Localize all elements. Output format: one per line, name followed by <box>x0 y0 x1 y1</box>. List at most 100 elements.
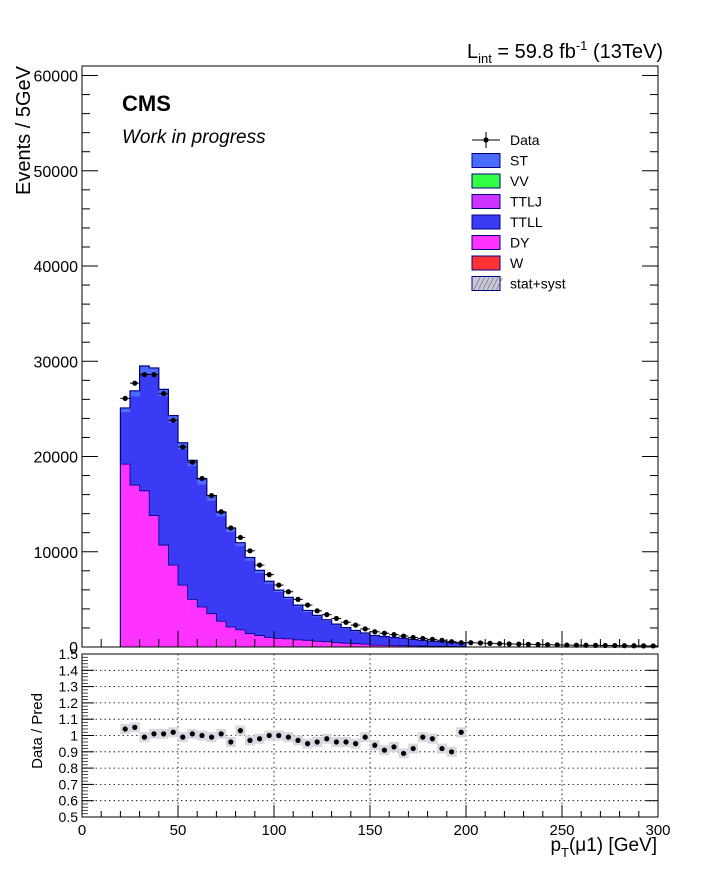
bar-dy <box>245 633 256 647</box>
data-point <box>209 492 215 499</box>
bar-ttll <box>379 636 390 646</box>
ratio-point <box>285 734 291 740</box>
legend-entry-ttlj: TTLJ <box>471 194 542 210</box>
data-point <box>122 395 128 402</box>
data-point <box>180 444 186 450</box>
bar-dy <box>130 485 140 647</box>
data-point <box>410 634 416 641</box>
ratio-point <box>141 734 147 740</box>
bar-ttll <box>187 466 198 600</box>
ratio-point <box>429 736 435 742</box>
bar-ttll <box>197 484 208 607</box>
data-point <box>631 643 637 649</box>
x-tick-label: 200 <box>453 822 478 839</box>
bar-st <box>264 581 275 584</box>
ratio-point <box>189 731 195 737</box>
bar-ttll <box>408 639 419 646</box>
legend-swatch <box>471 153 501 168</box>
bar-st <box>197 478 208 485</box>
bar-ttll <box>158 396 169 546</box>
data-point <box>506 641 512 647</box>
ratio-point <box>257 736 263 742</box>
legend-entry-stat-syst: stat+syst <box>471 276 566 292</box>
bar-dy <box>293 639 304 647</box>
bar-dy <box>254 635 265 647</box>
data-point <box>218 509 224 515</box>
data-point <box>449 639 455 645</box>
x-tick-label: 100 <box>261 822 286 839</box>
data-point <box>314 608 320 614</box>
data-point <box>554 642 560 648</box>
data-point <box>564 642 570 648</box>
legend-entry-data: Data <box>472 132 540 148</box>
ratio-point <box>218 731 224 737</box>
ratio-point <box>247 737 253 743</box>
ratio-point <box>151 731 157 737</box>
y-tick-label: 30000 <box>34 354 79 371</box>
ratio-panel: 0.50.60.70.80.911.11.21.31.41.5 0 50 100 15… <box>29 646 671 860</box>
bar-ttll <box>120 411 131 465</box>
bar-ttll <box>360 633 371 645</box>
ratio-point <box>237 728 243 734</box>
y-tick-label: 20000 <box>34 450 79 467</box>
data-point <box>650 643 656 649</box>
ratio-point <box>266 732 272 739</box>
ratio-point <box>199 732 205 739</box>
legend-entry-st: ST <box>471 153 528 169</box>
bar-ttll <box>446 642 457 647</box>
bar-ttll <box>245 560 256 634</box>
ratio-point <box>410 745 416 752</box>
bar-ttll <box>235 546 246 630</box>
legend-swatch <box>471 173 501 189</box>
bar-st <box>235 542 246 547</box>
data-point <box>266 572 272 578</box>
legend-entry-dy: DY <box>471 235 530 251</box>
data-point <box>468 640 474 646</box>
ratio-y-tick-label: 1.5 <box>59 646 79 662</box>
data-point <box>545 642 551 648</box>
data-point <box>353 622 359 628</box>
data-point <box>535 641 541 648</box>
bar-dy <box>187 599 198 647</box>
y-tick-label: 10000 <box>34 545 79 562</box>
y-tick-label: 40000 <box>34 259 79 276</box>
bar-dy <box>408 645 419 647</box>
bar-ttll <box>293 606 304 640</box>
ratio-point <box>372 742 378 748</box>
data-point <box>285 589 291 595</box>
ratio-point <box>209 734 215 740</box>
data-point <box>362 626 368 632</box>
data-point <box>237 534 243 541</box>
data-point <box>381 630 387 636</box>
data-point <box>247 548 253 554</box>
legend-swatch <box>471 235 501 250</box>
main-plot-frame <box>81 65 659 648</box>
bar-st <box>120 407 131 412</box>
bar-ttll <box>130 396 140 486</box>
ratio-point <box>122 726 128 732</box>
y-tick-label: 50000 <box>34 164 79 181</box>
data-point <box>161 391 167 397</box>
ratio-point <box>305 741 311 747</box>
bar-ttll <box>274 591 284 639</box>
main-y-axis: 0 10000 20000 30000 40000 50000 60000 <box>34 69 658 657</box>
bar-ttll <box>427 641 438 647</box>
data-point <box>324 612 330 618</box>
ratio-y-tick-label: 1 <box>70 728 78 744</box>
data-point <box>228 525 234 531</box>
data-point <box>276 582 282 588</box>
ratio-point <box>228 739 234 745</box>
stacked-histogram <box>119 365 467 647</box>
bar-ttll <box>437 642 448 647</box>
ratio-y-tick-label: 0.7 <box>59 776 79 792</box>
bar-st <box>139 366 150 373</box>
ratio-point <box>381 747 387 753</box>
bar-ttll <box>312 616 323 642</box>
bar-dy <box>379 645 390 647</box>
bar-dy <box>197 606 208 647</box>
bar-ttll <box>418 640 428 647</box>
bar-ttll <box>168 422 179 566</box>
x-tick-label: 50 <box>170 822 187 839</box>
bar-dy <box>139 490 150 647</box>
